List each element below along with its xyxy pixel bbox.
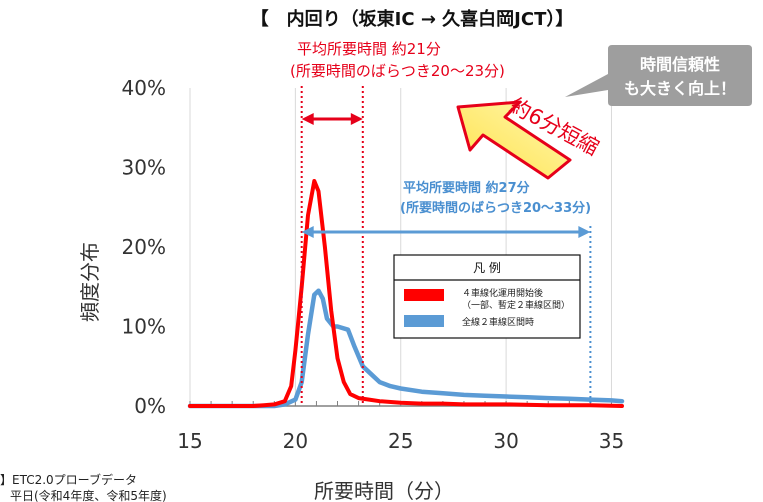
x-tick-label: 35 <box>599 429 624 453</box>
reliability-callout: 時間信頼性 も大きく向上！ <box>565 45 752 106</box>
x-axis-label: 所要時間（分） <box>314 479 454 502</box>
y-axis-label: 頻度分布 <box>78 242 102 322</box>
y-tick-label: 0% <box>134 394 166 418</box>
red-spread-label: (所要時間のばらつき20～23分) <box>290 62 505 80</box>
x-tick-label: 15 <box>177 429 202 453</box>
blue-avg-label: 平均所要時間 約27分 <box>403 180 530 196</box>
legend-label-red-2: （一部、暫定２車線区間） <box>462 299 570 311</box>
red-avg-label: 平均所要時間 約21分 <box>297 40 441 58</box>
y-axis-ticks: 0% 10% 20% 30% 40% <box>122 76 166 418</box>
x-tick-label: 25 <box>388 429 413 453</box>
y-tick-label: 20% <box>122 235 166 259</box>
legend-swatch-blue <box>404 315 444 327</box>
legend-label-blue: 全線２車線区間時 <box>462 316 534 328</box>
blue-range-arrowhead-left <box>301 226 314 238</box>
x-tick-label: 30 <box>493 429 518 453</box>
blue-range-arrowhead-right <box>578 226 591 238</box>
legend-label-red-1: ４車線化運用開始後 <box>462 287 543 299</box>
series-line-blue <box>187 288 625 409</box>
red-range-markers <box>300 86 364 406</box>
series-layer <box>187 179 625 409</box>
callout-line-1: 時間信頼性 <box>640 55 720 74</box>
y-tick-label: 40% <box>122 76 166 100</box>
callout-line-2: も大きく向上！ <box>624 79 736 98</box>
legend-title: 凡 例 <box>473 261 501 275</box>
plot-area <box>190 88 622 406</box>
blue-spread-label: (所要時間のばらつき20～33分) <box>400 200 591 216</box>
series-line-red <box>188 179 624 408</box>
legend-swatch-red <box>404 289 444 301</box>
chart-title: 【 内回り（坂東IC → 久喜白岡JCT）】 <box>251 8 574 30</box>
source-note-line-1: 】ETC2.0プローブデータ <box>0 472 137 487</box>
red-range-arrowhead-right <box>350 113 363 125</box>
y-tick-label: 10% <box>122 315 166 339</box>
x-axis-ticks: 15 20 25 30 35 <box>177 429 624 453</box>
y-tick-label: 30% <box>122 156 166 180</box>
red-range-arrowhead-left <box>301 113 314 125</box>
blue-range-markers <box>301 226 592 406</box>
x-tick-label: 20 <box>283 429 308 453</box>
shortening-arrow-icon <box>456 100 572 180</box>
legend: 凡 例 ４車線化運用開始後 （一部、暫定２車線区間） 全線２車線区間時 <box>393 254 581 339</box>
source-note-line-2: 平日(令和4年度、令和5年度) <box>10 488 167 502</box>
